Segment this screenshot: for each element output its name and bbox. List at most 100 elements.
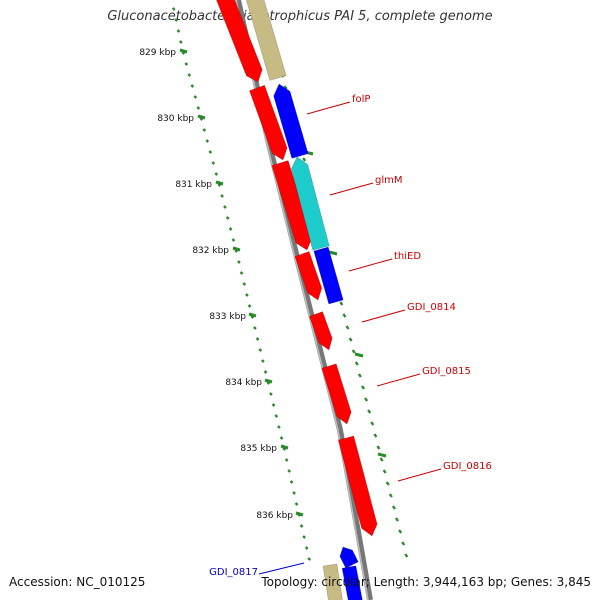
ruler-dot bbox=[237, 260, 241, 264]
outer-ruler-tick bbox=[377, 452, 387, 458]
gene-label-leader bbox=[306, 101, 351, 115]
outer-ruler-dot bbox=[382, 469, 387, 474]
outer-ruler-dot bbox=[283, 85, 288, 90]
outer-ruler-dot bbox=[379, 457, 384, 462]
outer-ruler-dot bbox=[351, 349, 356, 354]
ruler-dot bbox=[225, 216, 230, 220]
ruler-dot bbox=[208, 150, 213, 154]
ruler-label: 833 kbp bbox=[209, 312, 246, 322]
outer-ruler-dot bbox=[345, 325, 350, 330]
gene-label: folP bbox=[352, 94, 370, 105]
ruler-layer: 829 kbp 830 kbp 831 kbp 832 kbp 833 kbp 834 k… bbox=[139, 7, 409, 561]
gene-label: GDI_0814 bbox=[407, 302, 456, 313]
ruler-dot bbox=[245, 293, 249, 297]
gene-label-leader bbox=[348, 258, 393, 272]
ruler-dot bbox=[190, 84, 195, 88]
outer-ruler-dot bbox=[385, 481, 390, 486]
ruler-dot bbox=[258, 348, 263, 352]
outer-ruler-dot bbox=[367, 409, 372, 414]
ruler-dot bbox=[277, 425, 281, 429]
gene-bar-blue bbox=[313, 246, 344, 305]
gene-labels-layer: folP glmM thiED GDI_0814 GDI_0815 GDI_0816 GDI… bbox=[209, 94, 492, 578]
ruler-label: 836 kbp bbox=[256, 511, 293, 521]
gene-bar-red bbox=[249, 84, 288, 161]
ruler-tick bbox=[248, 312, 257, 318]
gene-bar-tan bbox=[322, 563, 343, 600]
gene-label: GDI_0815 bbox=[422, 366, 471, 377]
ruler-dot bbox=[279, 436, 284, 440]
outer-ruler-dot bbox=[398, 529, 403, 534]
gene-label-leader bbox=[397, 468, 442, 482]
ruler-label: 834 kbp bbox=[225, 378, 262, 388]
ruler-dot bbox=[217, 183, 222, 187]
outer-ruler-dot bbox=[391, 505, 396, 510]
ruler-dot bbox=[294, 502, 299, 506]
ruler-dot bbox=[228, 227, 233, 231]
gene-label-leader bbox=[376, 373, 421, 387]
ruler-dot bbox=[289, 480, 294, 484]
ruler-dot bbox=[250, 315, 255, 319]
page-title: Gluconacetobacter diazotrophicus PAI 5, … bbox=[107, 9, 493, 24]
gene-bar-blue bbox=[339, 546, 359, 569]
gene-bar-blue bbox=[273, 83, 309, 159]
outer-ruler-dot bbox=[348, 337, 353, 342]
ruler-label: 831 kbp bbox=[175, 180, 212, 190]
gene-bar-tan bbox=[246, 0, 287, 81]
ruler-dot bbox=[184, 62, 189, 66]
gene-bar-red bbox=[216, 0, 263, 83]
ruler-dot bbox=[271, 403, 276, 407]
ruler-dot bbox=[176, 29, 181, 33]
ruler-dot bbox=[187, 73, 192, 77]
ruler-dot bbox=[287, 469, 291, 473]
ruler-dot bbox=[284, 458, 289, 462]
topology-text: Topology: circular; Length: 3,944,163 bp… bbox=[261, 575, 591, 589]
ruler-dot bbox=[223, 205, 227, 209]
gene-bar-red bbox=[321, 363, 352, 425]
gene-bar-cyan bbox=[291, 156, 330, 251]
outer-ruler-dot bbox=[388, 493, 393, 498]
ruler-dot bbox=[266, 381, 271, 385]
outer-ruler-tick bbox=[328, 250, 338, 256]
ruler-dot bbox=[231, 238, 236, 242]
outer-ruler-dot bbox=[373, 433, 378, 438]
ruler-dot bbox=[255, 337, 260, 341]
ruler-dot bbox=[247, 304, 252, 308]
gene-label: thiED bbox=[394, 251, 421, 262]
ruler-dot bbox=[269, 392, 273, 396]
outer-ruler-dot bbox=[370, 421, 375, 426]
ruler-tick bbox=[295, 511, 304, 517]
gene-label: GDI_0816 bbox=[443, 461, 492, 472]
ruler-dot bbox=[171, 7, 176, 11]
gene-label-leader bbox=[361, 309, 406, 323]
ruler-dot bbox=[299, 524, 304, 528]
outer-ruler-tick bbox=[354, 352, 364, 358]
gene-label-leader bbox=[329, 182, 374, 196]
ruler-label: 832 kbp bbox=[192, 246, 229, 256]
ruler-dot bbox=[178, 40, 183, 44]
outer-ruler-dot bbox=[376, 445, 381, 450]
outer-ruler-dot bbox=[404, 553, 409, 558]
ruler-dot bbox=[174, 18, 178, 22]
gene-label-leader bbox=[258, 562, 305, 575]
outer-ruler-dot bbox=[342, 313, 347, 318]
ruler-dot bbox=[181, 51, 186, 55]
ruler-dot bbox=[220, 194, 224, 198]
ruler-label: 829 kbp bbox=[139, 48, 176, 58]
ruler-label: 835 kbp bbox=[240, 444, 277, 454]
ruler-dot bbox=[282, 447, 287, 451]
ruler-tick bbox=[232, 246, 241, 252]
ruler-dot bbox=[199, 117, 204, 121]
ruler-dot bbox=[214, 172, 219, 176]
outer-ruler-dot bbox=[357, 373, 362, 378]
ruler-tick bbox=[264, 378, 273, 384]
ruler-dot bbox=[261, 359, 265, 363]
gene-bar-red bbox=[271, 160, 313, 251]
ruler-dot bbox=[292, 491, 296, 495]
ruler-dot bbox=[304, 546, 309, 550]
outer-ruler-dot bbox=[364, 397, 369, 402]
outer-ruler-dot bbox=[360, 385, 365, 390]
ruler-dot bbox=[274, 414, 279, 418]
outer-ruler-dot bbox=[339, 301, 344, 306]
gene-label: GDI_0817 bbox=[209, 567, 258, 578]
